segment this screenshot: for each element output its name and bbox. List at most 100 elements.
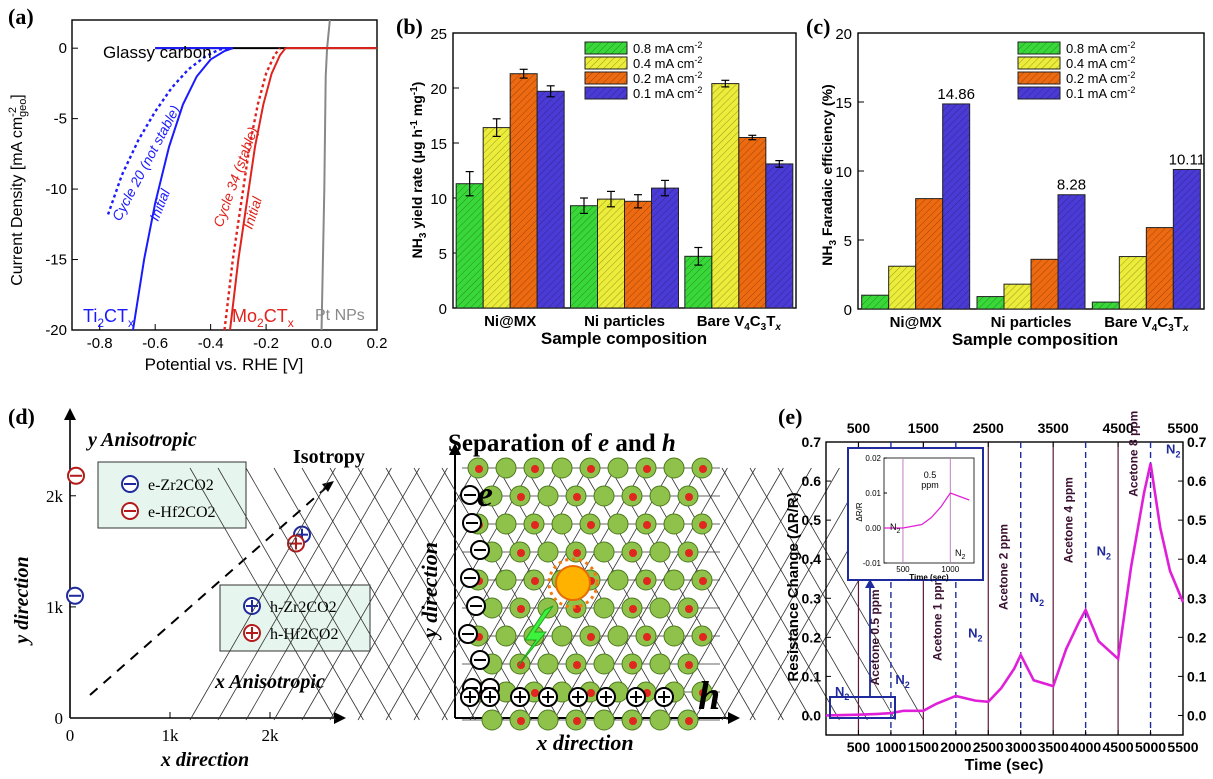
lightning-bolt-icon — [517, 605, 554, 667]
bar-hatch-b — [597, 199, 625, 308]
lattice-atom-core — [629, 549, 637, 557]
isotropy-arrow — [322, 481, 334, 492]
axis-ticks-d: 00 1k 1k 2k 2k — [46, 487, 279, 745]
annotation-mo-initial: Initial — [240, 194, 266, 231]
lattice-atom-core — [685, 549, 693, 557]
lattice-title-and: and — [609, 430, 662, 457]
y-tick-label-b: 5 — [439, 246, 447, 263]
lattice-atom-core — [573, 717, 581, 725]
event-label-e: Acetone 8 ppm — [1127, 411, 1141, 497]
x-tick-label-d: 0 — [66, 726, 75, 745]
lattice-atom — [551, 625, 573, 647]
x-tick-label-b: Ni@MX — [484, 313, 536, 330]
lattice-atom-core — [517, 493, 525, 501]
lattice-line — [441, 467, 588, 721]
lattice-line — [385, 467, 532, 721]
legend-label-b: 0.1 mA cm-2 — [633, 85, 702, 101]
lattice-line — [469, 467, 616, 721]
x-tick-label-e: 2500 — [973, 739, 1004, 755]
event-label-e: N2 — [1166, 442, 1180, 460]
inset-n2-left-sub: 2 — [897, 528, 901, 535]
inset-y-tick-label: 0.00 — [865, 524, 881, 533]
response-line — [825, 463, 1185, 717]
event-label-e: N2 — [1097, 543, 1111, 561]
charge-symbols — [458, 485, 674, 707]
isotropy-label: Isotropy — [293, 446, 365, 468]
lattice-atom — [593, 541, 615, 563]
legend-label-b: 0.2 mA cm-2 — [633, 70, 702, 86]
bar-hatch-b — [510, 73, 538, 308]
x-tick-label-e: 1500 — [908, 739, 939, 755]
event-label-n: N — [1097, 543, 1106, 558]
series-line-a — [229, 47, 287, 331]
label-ti-end: CT — [104, 306, 128, 326]
lattice-atom — [607, 457, 629, 479]
legend-label-sup-c: -2 — [1127, 70, 1135, 80]
legend-label-main-b: 0.2 mA cm — [633, 71, 694, 86]
y-tick-label-c: 20 — [835, 26, 852, 43]
lattice-line — [217, 467, 364, 721]
bars-b — [455, 68, 794, 309]
bar-hatch-b — [456, 183, 484, 308]
x-tick-label-c: Bare V4C3Tx — [1104, 314, 1189, 334]
lattice-atom — [663, 457, 685, 479]
bar-hatch-b — [765, 163, 793, 308]
lattice-atom-core — [475, 465, 483, 473]
event-label-e: N2 — [1030, 590, 1044, 608]
y-tick-label-b: 0 — [439, 301, 447, 318]
event-label-e: Acetone 0.5 ppm — [868, 589, 882, 685]
bar-hatch-c — [915, 198, 943, 309]
y-axis-label-c-sub: 3 — [828, 239, 839, 245]
legend-swatch-hatch-b — [585, 57, 627, 69]
y-tick-right-label-e: 0.4 — [1187, 551, 1207, 567]
label-mo2ctx: Mo2CTx — [232, 306, 294, 330]
lattice-atom — [607, 513, 629, 535]
x-tick-label-e: 3500 — [1038, 739, 1069, 755]
event-label-n: N — [968, 625, 977, 640]
y-tick-right-label-e: 0.7 — [1187, 434, 1207, 450]
bar-hatch-c — [1004, 284, 1031, 309]
annotation-ti-initial: Initial — [146, 186, 173, 223]
y-axis-label-b: NH3 yield rate (μg h-1 mg-1) — [409, 82, 429, 259]
legend-label-sup-b: -2 — [694, 40, 702, 50]
lattice-atom — [663, 569, 685, 591]
y-axis-label-b-sup2: -1 — [409, 86, 420, 95]
lattice-atom — [593, 653, 615, 675]
top-tick-label-e: 5500 — [1167, 420, 1198, 436]
y-axis-label-a-end: ] — [9, 94, 26, 98]
lattice-atom-core — [531, 689, 539, 697]
bars-c: 14.86 8.28 10.11 — [861, 86, 1205, 310]
y-tick-right-label-e: 0.2 — [1187, 629, 1207, 645]
lattice-atom-core — [517, 549, 525, 557]
lattice-y-arrow — [449, 443, 461, 455]
label-mo-end: CT — [264, 306, 288, 326]
lattice-atom — [495, 625, 517, 647]
y-axis-label-b-end: ) — [409, 82, 425, 87]
y-tick-right-label-e: 0.5 — [1187, 512, 1207, 528]
x-tick-label-e: 5500 — [1167, 739, 1198, 755]
inset-y-tick-label: 0.02 — [865, 454, 881, 463]
lattice-line — [273, 467, 420, 721]
series-lines-a — [106, 19, 377, 331]
y-tick-label-b: 15 — [430, 136, 447, 153]
inset-x-label: Time (sec) — [909, 573, 949, 582]
x-anisotropic-label: x Anisotropic — [214, 671, 325, 693]
bar-hatch-b — [624, 201, 652, 308]
x-tick-label-a: -0.6 — [142, 335, 168, 352]
lattice-y-label: y direction — [417, 542, 442, 641]
x-tick-label-part-c: 4 — [1152, 323, 1158, 334]
y-tick-label-c: 15 — [835, 95, 852, 112]
y-tick-label-a: -15 — [45, 252, 67, 269]
event-label-sub: 2 — [905, 680, 910, 690]
data-label-c: 8.28 — [1057, 177, 1086, 194]
x-axis-label-b: Sample composition — [541, 329, 707, 348]
y-tick-label-d: 2k — [46, 487, 64, 506]
inset-n2-left: N2 — [890, 522, 901, 535]
legend-label-d: h-Zr2CO2 — [270, 599, 337, 616]
inset-y-tick-label: -0.01 — [863, 559, 882, 568]
lattice-atom — [663, 513, 685, 535]
y-tick-label-a: -5 — [54, 111, 67, 128]
label-ti-sub: 2 — [97, 316, 104, 330]
